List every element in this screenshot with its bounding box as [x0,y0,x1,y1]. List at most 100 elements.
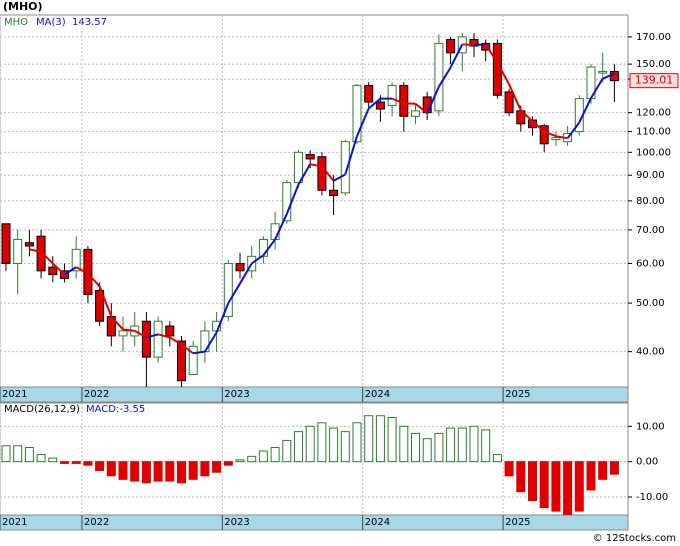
ma-segment [543,130,557,138]
macd-bar [118,461,128,480]
candle-body [340,141,350,194]
macd-bar [282,439,292,463]
macd-bar [165,461,175,482]
ma-segment [204,331,218,353]
macd-bar [13,445,23,463]
candle-body [399,84,409,117]
candle-body [446,38,456,54]
ma-segment [310,163,323,168]
macd-bar [492,454,502,463]
ma-segment [239,262,253,285]
ma-segment [180,343,194,355]
ma-segment [193,350,206,355]
macd-bar [130,461,140,482]
macd-bar [60,461,69,464]
ma-segment [297,163,312,185]
macd-bar [551,461,561,512]
candle-body [13,238,23,264]
macd-bar [504,461,514,477]
candle-body [481,42,491,51]
y-tick-label: -10.00 [636,492,668,503]
price-tag [629,73,679,89]
x-tick-label: 2023 [224,389,249,400]
ma-segment [356,108,370,137]
macd-bar [586,461,596,491]
ma-segment [344,135,358,175]
ma-segment [368,97,382,110]
x-tick-label: 2024 [365,389,390,400]
candle-body [24,242,34,247]
macd-bar [387,416,397,463]
macd-bar [352,422,362,463]
macd-bar [212,461,222,473]
date-strip [0,514,629,531]
candle-body [223,262,233,318]
ma-segment [63,266,77,276]
candle-body [1,223,11,264]
macd-bar [481,429,491,463]
ma-segment [87,272,101,288]
macd-bar [411,432,420,463]
ma-segment [52,262,66,276]
x-tick-label: 2021 [2,517,27,528]
ma-segment [484,43,499,64]
candle-body [364,84,374,103]
ma-segment [602,72,615,80]
legend-symbol: MHO [4,17,28,28]
macd-title: MACD(26,12,9) [4,404,80,415]
macd-bar [258,450,268,463]
macd-bar [399,425,409,463]
candle-body [352,84,362,143]
macd-bar [83,461,93,466]
candle-body [551,137,561,141]
candle-body [329,189,339,196]
y-tick-label: 150.00 [636,59,671,70]
candle-body [598,70,608,74]
ma-segment [449,43,464,68]
macd-bar [48,457,58,463]
candle-body [434,42,444,112]
macd-bar [539,461,549,509]
candle-body [36,235,46,272]
macd-bar [469,425,479,463]
ma-segment [578,97,592,123]
ma-segment [251,254,264,265]
ma-segment [40,251,54,265]
y-tick-label: 100.00 [636,147,671,158]
footer: © 12Stocks.com [593,533,676,544]
candle-body [177,340,186,382]
ma-segment [110,315,124,331]
y-tick-label: 110.00 [636,127,671,138]
candle-body [165,325,175,337]
ma-segment [75,266,89,275]
macd-bar [305,425,315,463]
candle-body [317,156,327,191]
ma-segment [98,286,113,317]
x-tick-label: 2025 [505,389,530,400]
x-tick-label: 2023 [224,517,249,528]
ma-segment [285,184,300,215]
y-tick-label: 70.00 [636,225,665,236]
macd-bar [340,431,350,463]
macd-bar [71,461,81,464]
macd-bar [24,447,34,463]
x-tick-label: 2021 [2,389,27,400]
x-tick-label: 2022 [84,389,109,400]
macd-bar [317,422,327,463]
y-tick-label: 40.00 [636,347,665,358]
ma-segment [157,333,171,339]
y-tick-label: 80.00 [636,196,665,207]
ma-segment [555,135,568,140]
macd-bar [364,415,374,463]
macd-bar [434,432,444,463]
candle-body [539,125,549,145]
candle-body [60,270,69,279]
macd-bar [200,461,210,477]
ma-segment [134,330,147,339]
y-tick-label: 50.00 [636,298,665,309]
x-tick-label: 2022 [84,517,109,528]
ma-segment [29,248,42,253]
candle-body [95,289,105,322]
ma-segment [215,302,230,333]
